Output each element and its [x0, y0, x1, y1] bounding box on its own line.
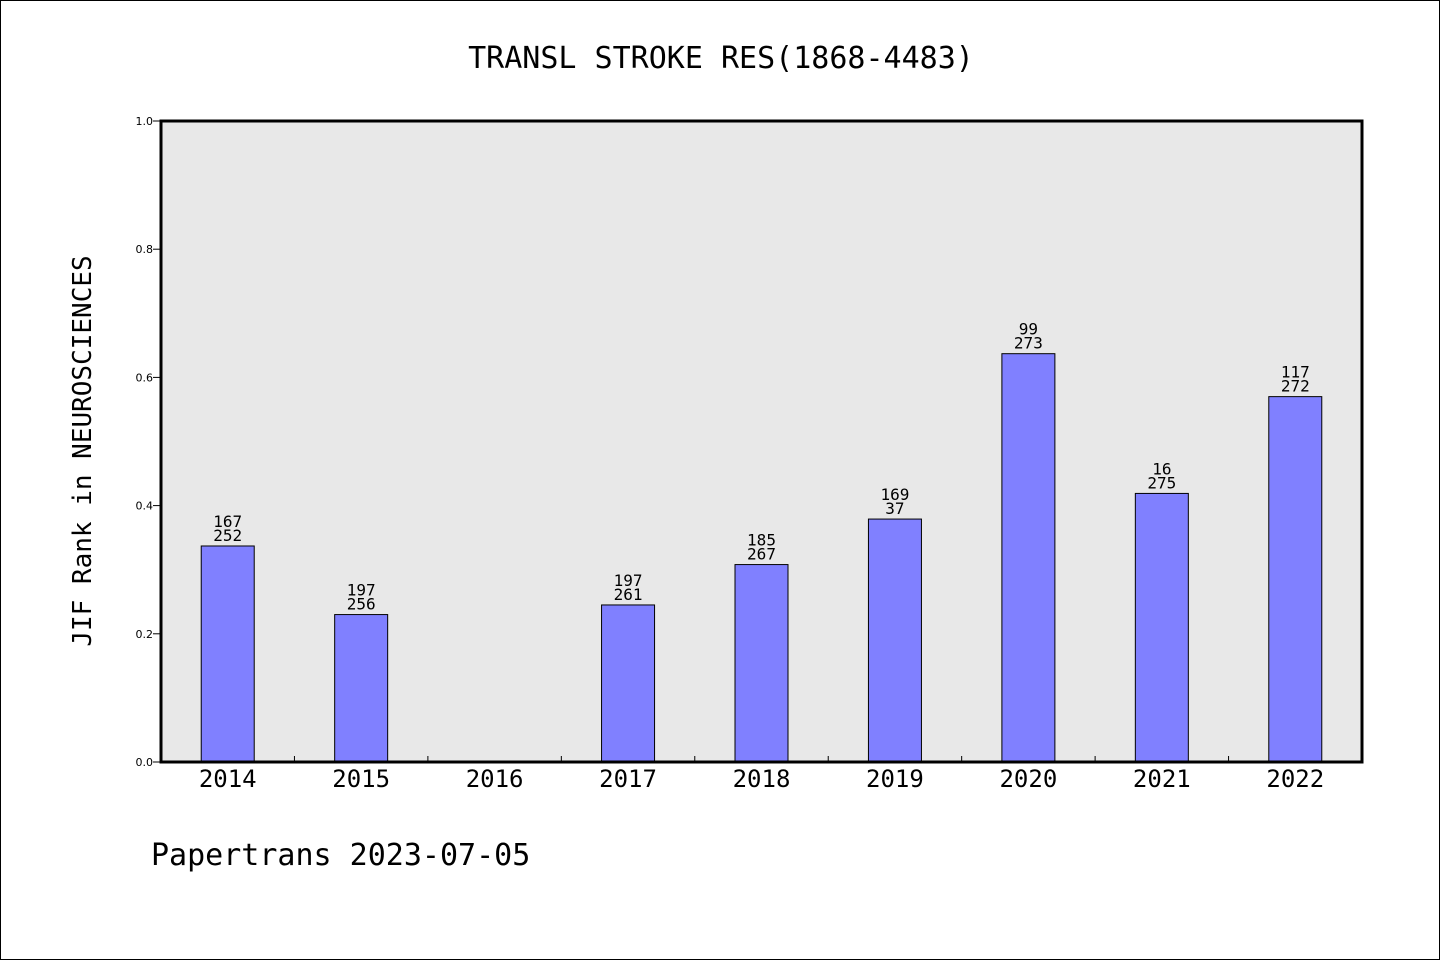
- bar-total-label: 252: [213, 526, 242, 545]
- bar-rank-label: 117: [1281, 363, 1310, 382]
- chart-title: TRANSL STROKE RES(1868-4483): [468, 41, 974, 76]
- x-tick-label: 2019: [866, 765, 924, 793]
- bar-rank-label: 99: [1019, 320, 1038, 339]
- bar: [867, 518, 922, 763]
- bar: [334, 614, 389, 763]
- bar: [1268, 396, 1323, 763]
- x-tick-label: 2018: [733, 765, 791, 793]
- x-tick-label: 2020: [999, 765, 1057, 793]
- bar-total-label: 37: [885, 499, 904, 518]
- bar-rank-label: 185: [747, 531, 776, 550]
- bar-total-label: 256: [347, 595, 376, 614]
- bar: [200, 545, 255, 763]
- bar-rank-label: 16: [1152, 459, 1171, 478]
- bar: [734, 564, 789, 763]
- bars-layer: 1672521972561972611852671693799273162751…: [200, 320, 1323, 763]
- axes-layer: 0.0 0.2 0.4 0.6 0.8 1.0 2014 2015 2016 2017 2018 20…: [136, 115, 1325, 793]
- bar: [1001, 353, 1056, 763]
- y-axis-label: JIF Rank in NEUROSCIENCES: [68, 255, 98, 646]
- bar-rank-label: 197: [347, 581, 376, 600]
- bar-rank-label: 167: [213, 512, 242, 531]
- bar-total-label: 272: [1281, 377, 1310, 396]
- y-tick-label: 0.8: [136, 243, 154, 256]
- bar-total-label: 261: [614, 585, 643, 604]
- bar-total-label: 275: [1147, 473, 1176, 492]
- y-tick-label: 0.4: [136, 500, 154, 513]
- bar-total-label: 267: [747, 545, 776, 564]
- footer-watermark: Papertrans 2023-07-05: [151, 838, 530, 873]
- x-tick-label: 2016: [466, 765, 524, 793]
- plot-border: [159, 119, 1364, 764]
- x-tick-label: 2014: [199, 765, 257, 793]
- y-tick-label: 0.0: [136, 756, 154, 769]
- y-tick-label: 0.6: [136, 371, 154, 384]
- bar: [601, 604, 656, 763]
- y-tick-label: 0.2: [136, 628, 154, 641]
- x-tick-label: 2022: [1266, 765, 1324, 793]
- bar: [1134, 492, 1189, 763]
- y-tick-label: 1.0: [136, 115, 154, 128]
- bar-rank-label: 169: [880, 485, 909, 504]
- x-tick-label: 2021: [1133, 765, 1191, 793]
- bar-rank-label: 197: [614, 571, 643, 590]
- x-tick-label: 2015: [332, 765, 390, 793]
- bar-total-label: 273: [1014, 334, 1043, 353]
- x-tick-label: 2017: [599, 765, 657, 793]
